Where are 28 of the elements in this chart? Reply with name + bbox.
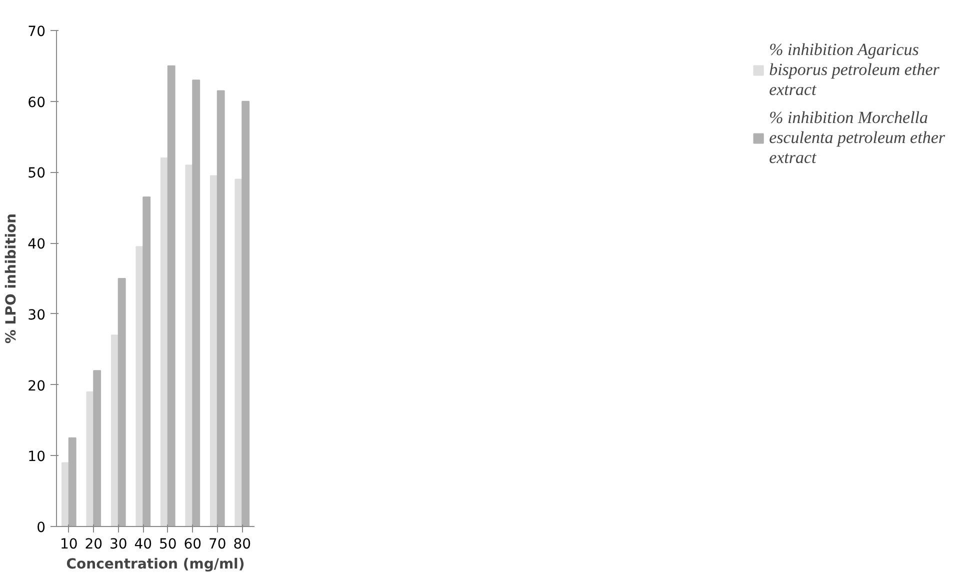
- x-tick-label: 60: [184, 536, 202, 552]
- y-tick-label: 0: [36, 520, 46, 536]
- y-tick-label: 50: [28, 166, 46, 182]
- y-axis-title: % LPO inhibition: [4, 213, 20, 344]
- legend-label: % inhibition Morchella esculenta petroleum ether extract: [769, 108, 945, 168]
- legend-label: % inhibition Agaricus bisporus petroleum ether extract: [769, 40, 940, 100]
- bar: [93, 370, 102, 526]
- x-tick-label: 50: [158, 536, 177, 552]
- x-tick-label: 20: [84, 536, 103, 552]
- bar: [192, 80, 200, 526]
- bar: [118, 278, 126, 526]
- y-tick-label: 30: [28, 307, 46, 324]
- x-tick-label: 70: [208, 536, 226, 552]
- x-tick-label: 10: [60, 536, 78, 552]
- y-tick-label: 70: [28, 24, 46, 40]
- bar: [216, 90, 225, 526]
- y-tick-label: 10: [28, 449, 46, 466]
- x-axis-title: Concentration (mg/ml): [66, 556, 245, 572]
- bar: [167, 65, 176, 526]
- y-tick-label: 40: [28, 236, 46, 253]
- bar: [68, 437, 76, 526]
- x-tick-label: 30: [109, 536, 128, 552]
- x-tick-label: 40: [134, 536, 152, 552]
- bar: [142, 196, 151, 526]
- x-tick-label: 80: [233, 536, 252, 552]
- y-tick-label: 20: [28, 378, 46, 394]
- y-tick-label: 60: [28, 94, 46, 111]
- bar: [242, 100, 250, 526]
